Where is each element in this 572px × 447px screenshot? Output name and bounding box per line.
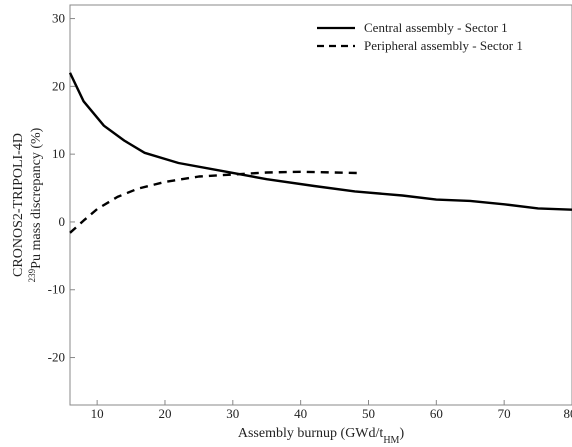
- x-tick-label: 70: [498, 406, 511, 421]
- series-layer: [68, 72, 572, 234]
- series-line-central: [68, 72, 572, 211]
- y-tick-label: 10: [52, 146, 65, 161]
- legend: Central assembly - Sector 1 Peripheral a…: [317, 20, 523, 53]
- y-tick-label: 30: [52, 11, 65, 26]
- series-line-peripheral: [69, 170, 362, 234]
- y-tick-label: 20: [52, 78, 65, 93]
- y-axis-title-line2: 239Pu mass discrepancy (%): [27, 127, 44, 282]
- x-tick-label: 60: [430, 406, 443, 421]
- x-tick-label: 40: [294, 406, 307, 421]
- legend-label-central: Central assembly - Sector 1: [364, 20, 508, 35]
- x-tick-label: 80: [564, 406, 572, 421]
- y-axis-ticks: -20 -10 0 10 20 30: [48, 11, 75, 365]
- y-axis-title-line1: CRONOS2-TRIPOLI-4D: [11, 133, 26, 277]
- y-tick-label: 0: [59, 214, 66, 229]
- y-tick-label: -10: [48, 282, 65, 297]
- x-tick-label: 30: [226, 406, 239, 421]
- x-axis-ticks: 10 20 30 40 50 60 70 80: [91, 400, 572, 421]
- plot-frame: [69, 4, 572, 406]
- y-tick-label: -20: [48, 350, 65, 365]
- legend-label-peripheral: Peripheral assembly - Sector 1: [364, 38, 523, 53]
- x-tick-label: 20: [158, 406, 171, 421]
- x-tick-label: 10: [91, 406, 104, 421]
- x-tick-label: 50: [362, 406, 375, 421]
- x-axis-title: Assembly burnup (GWd/tHM): [238, 426, 405, 446]
